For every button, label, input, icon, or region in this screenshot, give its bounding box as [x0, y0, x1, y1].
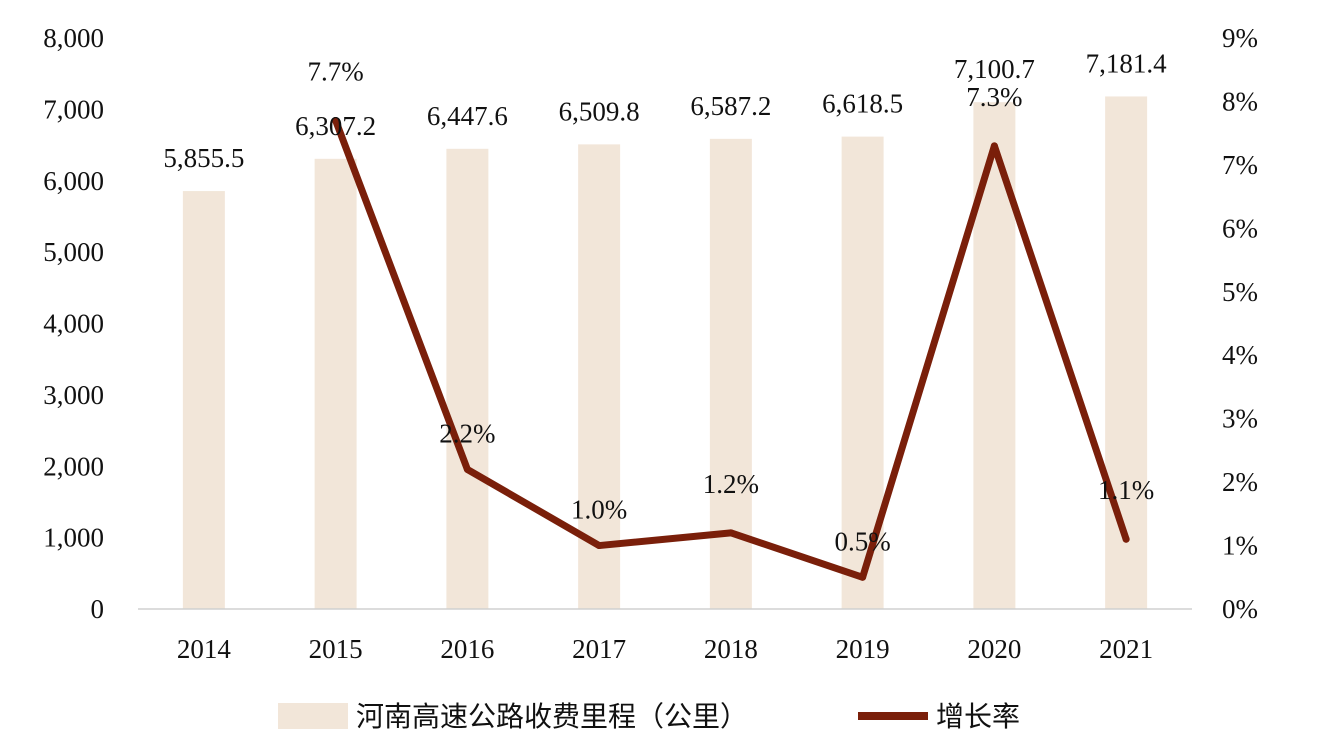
right-tick-label: 3%	[1222, 404, 1258, 434]
x-axis-ticks: 2014 2015 2016 2017 2018 2019 2020 2021	[177, 634, 1153, 664]
bar-2014	[182, 191, 225, 609]
bar-value-label: 7,100.7	[954, 54, 1035, 84]
x-tick-label: 2018	[704, 634, 758, 664]
line-value-label: 7.7%	[308, 56, 364, 86]
right-tick-label: 1%	[1222, 531, 1258, 561]
bar-value-label: 5,855.5	[163, 143, 244, 173]
line-series	[332, 116, 1130, 581]
right-tick-label: 8%	[1222, 86, 1258, 116]
right-tick-label: 2%	[1222, 467, 1258, 497]
bar-data-labels: 5,855.5 6,307.2 6,447.6 6,509.8 6,587.2 6,618…	[163, 48, 1167, 173]
legend-swatch-bar	[278, 703, 348, 729]
bar-value-label: 7,181.4	[1086, 48, 1168, 78]
x-tick-label: 2021	[1099, 634, 1153, 664]
legend: 河南高速公路收费里程（公里） 增长率	[278, 700, 1020, 733]
bar-2015	[314, 158, 357, 609]
right-tick-label: 7%	[1222, 150, 1258, 180]
line-data-labels: 7.7% 2.2% 1.0% 1.2% 0.5% 7.3% 1.1%	[308, 56, 1155, 556]
left-tick-label: 6,000	[43, 166, 104, 196]
line-point-2020	[990, 142, 998, 150]
legend-label-line: 增长率	[936, 700, 1020, 733]
left-tick-label: 1,000	[43, 523, 104, 553]
line-point-2021	[1122, 535, 1130, 543]
bar-2021	[1105, 96, 1148, 610]
line-point-2015	[332, 116, 340, 124]
left-tick-label: 8,000	[43, 23, 104, 53]
x-tick-label: 2020	[967, 634, 1021, 664]
line-value-label: 1.1%	[1098, 475, 1154, 505]
right-tick-label: 9%	[1222, 23, 1258, 53]
left-tick-label: 0	[91, 594, 105, 624]
bar-value-label: 6,618.5	[822, 89, 903, 119]
line-point-2016	[463, 465, 471, 473]
left-tick-label: 5,000	[43, 237, 104, 267]
right-axis-ticks: 0% 1% 2% 3% 4% 5% 6% 7% 8% 9%	[1222, 23, 1258, 624]
x-tick-label: 2016	[440, 634, 494, 664]
line-point-2018	[727, 529, 735, 537]
bar-value-label: 6,447.6	[427, 101, 508, 131]
x-tick-label: 2014	[177, 634, 232, 664]
right-tick-label: 6%	[1222, 213, 1258, 243]
line-point-2019	[859, 573, 867, 581]
right-tick-label: 0%	[1222, 594, 1258, 624]
left-tick-label: 7,000	[43, 94, 104, 124]
x-tick-label: 2015	[309, 634, 363, 664]
line-value-label: 1.2%	[703, 469, 759, 499]
line-value-label: 1.0%	[571, 495, 627, 525]
bar-value-label: 6,307.2	[295, 111, 376, 141]
line-point-2017	[595, 542, 603, 550]
bar-2020	[973, 102, 1016, 610]
bar-2016	[446, 148, 489, 609]
line-value-label: 7.3%	[966, 82, 1022, 112]
left-tick-label: 3,000	[43, 380, 104, 410]
right-tick-label: 4%	[1222, 340, 1258, 370]
legend-label-bar: 河南高速公路收费里程（公里）	[356, 700, 748, 733]
left-axis-ticks: 0 1,000 2,000 3,000 4,000 5,000 6,000 7,000 8,00…	[43, 23, 104, 624]
bar-value-label: 6,509.8	[559, 96, 640, 126]
x-tick-label: 2017	[572, 634, 626, 664]
line-value-label: 2.2%	[439, 418, 495, 448]
left-tick-label: 2,000	[43, 451, 104, 481]
bar-2017	[578, 144, 621, 609]
bar-value-label: 6,587.2	[690, 91, 771, 121]
line-value-label: 0.5%	[835, 526, 891, 556]
x-tick-label: 2019	[836, 634, 890, 664]
right-tick-label: 5%	[1222, 277, 1258, 307]
left-tick-label: 4,000	[43, 309, 104, 339]
